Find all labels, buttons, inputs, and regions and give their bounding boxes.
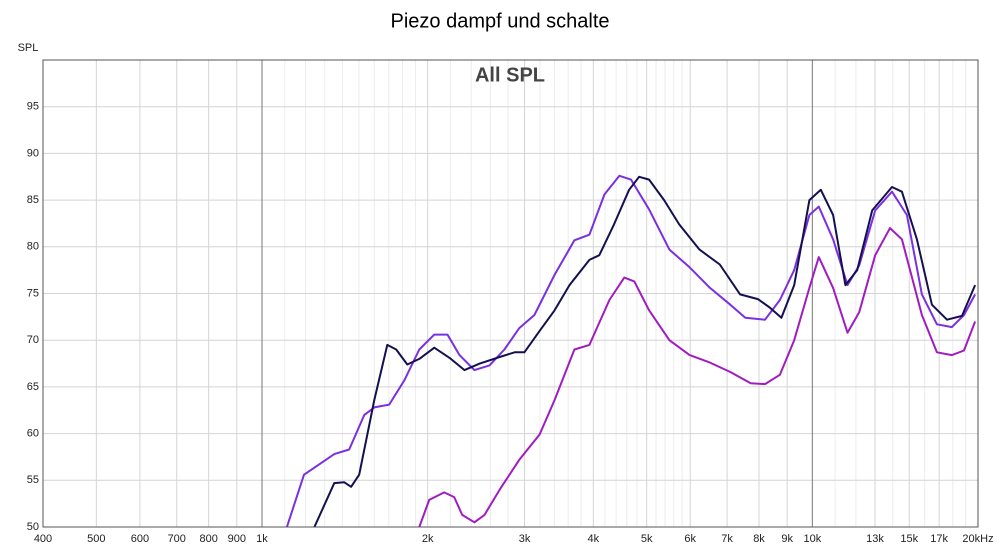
x-tick-label: 13k [866, 533, 884, 545]
y-tick-label: 80 [27, 241, 39, 253]
x-tick-label: 800 [199, 533, 217, 545]
x-tick-label: 15k [900, 533, 918, 545]
y-tick-label: 95 [27, 101, 39, 113]
x-tick-label: 600 [131, 533, 149, 545]
x-tick-label: 700 [168, 533, 186, 545]
x-tick-label: 7k [721, 533, 733, 545]
response-curve [285, 174, 976, 527]
y-tick-label: 65 [27, 381, 39, 393]
grid [42, 60, 979, 528]
x-tick-label: 400 [34, 533, 52, 545]
curves [285, 174, 977, 527]
plot-frame [42, 59, 979, 528]
y-tick-label: 50 [27, 521, 39, 533]
y-tick-label: 85 [27, 194, 39, 206]
chart-title: Piezo dampf und schalte [390, 10, 609, 32]
x-tick-label: 8k [753, 533, 765, 545]
x-tick-label: 6k [684, 533, 696, 545]
y-tick-label: 70 [27, 334, 39, 346]
y-tick-label: 55 [27, 474, 39, 486]
x-tick-label: 2k [422, 533, 434, 545]
x-tick-label: 1k [256, 533, 268, 545]
x-tick-label: 10k [803, 533, 821, 545]
y-tick-label: 75 [27, 287, 39, 299]
plot-label: All SPL [475, 64, 545, 86]
x-tick-label: 9k [781, 533, 793, 545]
x-tick-label: 500 [87, 533, 105, 545]
x-tick-label: 900 [228, 533, 246, 545]
x-tick-label: 17k [930, 533, 948, 545]
y-tick-label: 90 [27, 147, 39, 159]
response-curve [313, 175, 977, 527]
x-tick-label: 3k [519, 533, 531, 545]
x-tick-label: 20kHz [962, 533, 993, 545]
y-axis-label: SPL [18, 42, 39, 54]
response-curve [418, 227, 977, 527]
x-tick-label: 5k [641, 533, 653, 545]
x-tick-label: 4k [588, 533, 600, 545]
y-tick-label: 60 [27, 428, 39, 440]
